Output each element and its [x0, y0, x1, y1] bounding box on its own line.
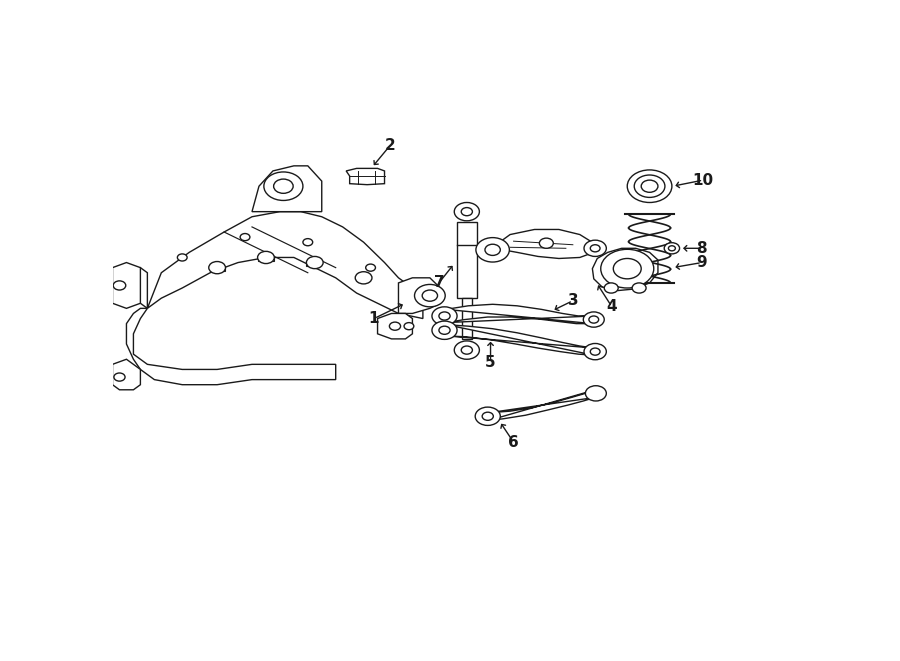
Circle shape [601, 249, 653, 288]
Circle shape [415, 284, 446, 307]
Circle shape [461, 346, 472, 354]
Circle shape [365, 264, 375, 271]
Polygon shape [112, 360, 140, 390]
Text: 9: 9 [697, 255, 707, 270]
Circle shape [627, 170, 672, 202]
Circle shape [177, 254, 187, 261]
Text: 4: 4 [607, 299, 617, 315]
Polygon shape [462, 298, 472, 339]
Circle shape [641, 180, 658, 192]
Circle shape [583, 312, 604, 327]
Text: 5: 5 [485, 356, 496, 370]
Circle shape [404, 323, 414, 330]
Text: 10: 10 [693, 173, 714, 188]
Circle shape [539, 238, 554, 249]
Circle shape [274, 179, 293, 193]
Text: 8: 8 [697, 241, 707, 256]
Text: 1: 1 [369, 311, 379, 326]
Polygon shape [446, 325, 594, 355]
Circle shape [669, 246, 675, 251]
Circle shape [240, 233, 250, 241]
Bar [356, 274, 372, 282]
Circle shape [485, 244, 500, 255]
Circle shape [306, 256, 323, 268]
Circle shape [664, 243, 680, 254]
Text: 6: 6 [508, 435, 519, 449]
Circle shape [113, 281, 126, 290]
Circle shape [475, 407, 500, 426]
Polygon shape [133, 268, 148, 308]
Circle shape [439, 312, 450, 320]
Circle shape [613, 258, 641, 279]
Circle shape [634, 175, 665, 198]
Circle shape [584, 240, 607, 256]
Polygon shape [492, 229, 594, 258]
Bar [209, 264, 226, 271]
Circle shape [454, 341, 480, 359]
Circle shape [590, 245, 600, 252]
Polygon shape [126, 308, 336, 385]
Circle shape [356, 272, 372, 284]
Circle shape [454, 202, 480, 221]
Circle shape [584, 344, 607, 360]
Circle shape [476, 237, 509, 262]
Circle shape [590, 348, 600, 355]
Polygon shape [457, 222, 477, 298]
Circle shape [439, 326, 450, 334]
Circle shape [303, 239, 312, 246]
Polygon shape [252, 166, 322, 212]
Circle shape [589, 316, 598, 323]
Text: 7: 7 [434, 276, 445, 290]
Circle shape [422, 290, 437, 301]
Polygon shape [446, 304, 592, 324]
Polygon shape [378, 313, 412, 339]
Circle shape [209, 262, 226, 274]
Text: 3: 3 [568, 293, 578, 308]
Polygon shape [490, 390, 595, 420]
Circle shape [461, 208, 472, 215]
Circle shape [432, 321, 457, 339]
Polygon shape [592, 249, 658, 291]
Circle shape [585, 386, 607, 401]
Circle shape [632, 283, 646, 293]
Circle shape [390, 322, 400, 330]
Circle shape [114, 373, 125, 381]
Text: 2: 2 [384, 138, 395, 153]
Polygon shape [399, 278, 440, 313]
Circle shape [604, 283, 618, 293]
Bar [306, 259, 323, 266]
Polygon shape [346, 169, 384, 184]
Polygon shape [148, 212, 423, 319]
Circle shape [432, 307, 457, 325]
Circle shape [482, 412, 493, 420]
Circle shape [257, 251, 274, 264]
Polygon shape [112, 262, 140, 308]
Circle shape [264, 172, 303, 200]
Bar [257, 254, 274, 261]
